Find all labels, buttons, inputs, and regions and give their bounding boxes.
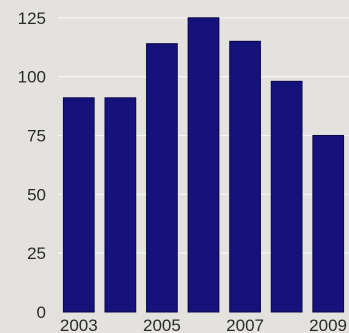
- y-tick-label: 25: [27, 244, 46, 263]
- bar-2005: [147, 44, 178, 312]
- y-tick-label: 75: [27, 126, 46, 145]
- y-tick-label: 50: [27, 185, 46, 204]
- bar-2003: [63, 98, 94, 312]
- bars: [63, 18, 343, 312]
- y-tick-label: 125: [18, 9, 46, 28]
- bar-2006: [188, 18, 219, 312]
- y-tick-label: 100: [18, 68, 46, 87]
- bar-2008: [271, 81, 302, 312]
- bar-2009: [313, 135, 344, 312]
- bar-2004: [105, 98, 136, 312]
- x-axis: 2003 2005 2007 2009: [60, 316, 347, 333]
- y-tick-label: 0: [37, 303, 46, 322]
- x-tick-label: 2003: [60, 316, 98, 333]
- bar-2007: [230, 41, 261, 312]
- x-tick-label: 2005: [143, 316, 181, 333]
- x-tick-label: 2007: [226, 316, 264, 333]
- y-axis: 0 25 50 75 100 125: [18, 9, 46, 322]
- x-tick-label: 2009: [309, 316, 347, 333]
